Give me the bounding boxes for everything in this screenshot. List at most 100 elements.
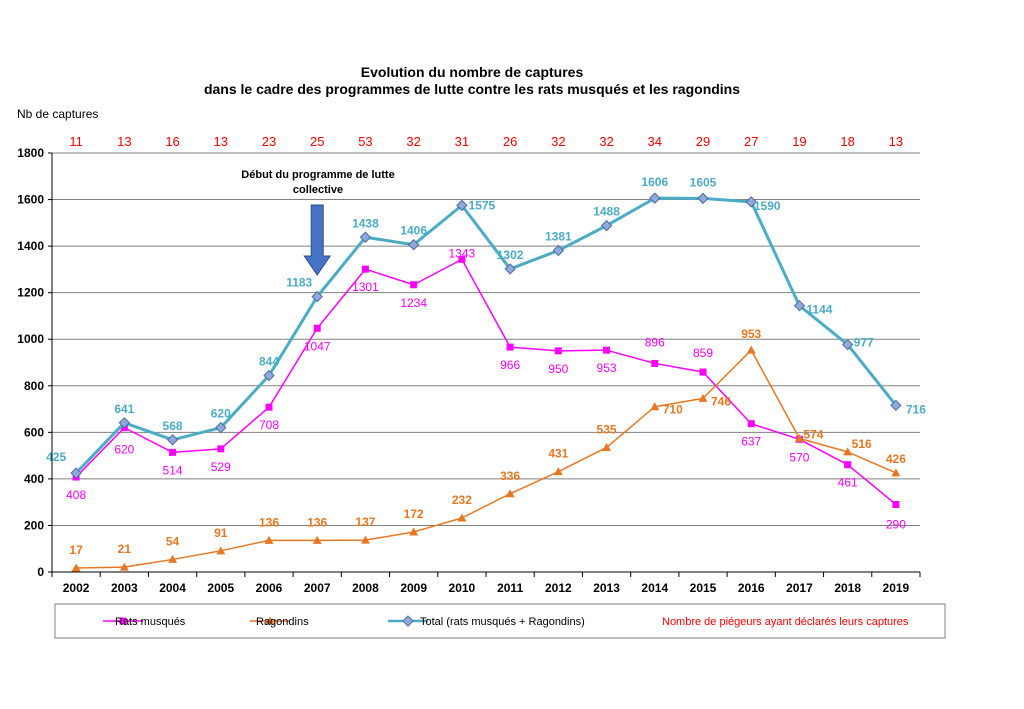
data-label: 514 (163, 463, 183, 477)
x-tick-label: 2012 (545, 581, 572, 595)
data-label: 1605 (690, 175, 717, 189)
data-point (71, 563, 81, 572)
data-label: 408 (66, 488, 86, 502)
data-label: 426 (886, 452, 906, 466)
x-tick-label: 2014 (641, 581, 668, 595)
data-label: 290 (886, 517, 906, 531)
trapper-count: 11 (69, 134, 83, 149)
x-tick-label: 2003 (111, 581, 138, 595)
trapper-count: 19 (792, 134, 806, 149)
data-point (794, 433, 804, 442)
legend-marker (265, 616, 275, 625)
data-point (313, 324, 321, 332)
legend-marker (402, 615, 414, 627)
data-label: 54 (166, 534, 180, 548)
data-label: 136 (307, 515, 327, 529)
data-point (891, 468, 901, 477)
data-label: 516 (852, 437, 872, 451)
data-point (119, 562, 129, 571)
data-label: 953 (741, 327, 761, 341)
data-point (215, 421, 227, 434)
data-label: 896 (645, 335, 665, 349)
legend-entry: Total (rats musqués + Ragondins) (388, 615, 585, 628)
legend-marker (119, 617, 127, 625)
data-label: 461 (838, 476, 858, 490)
data-label: 1144 (806, 303, 832, 317)
series-line (76, 349, 897, 569)
y-tick-label: 1800 (17, 146, 44, 160)
y-tick-label: 1600 (17, 193, 44, 207)
axes: 0 200 400 600 800 1000 1200 1400 1600 1800 2002 200… (17, 146, 921, 595)
data-label: 1047 (304, 339, 331, 353)
data-label: 425 (46, 450, 66, 464)
data-label: 641 (114, 402, 134, 416)
x-tick-label: 2010 (449, 581, 476, 595)
data-label: 172 (404, 507, 424, 521)
trapper-count: 34 (648, 134, 662, 149)
data-label: 1606 (641, 175, 668, 189)
annotation: Début du programme de lutte collective (241, 169, 395, 276)
legend-box (54, 603, 946, 639)
trapper-count: 31 (455, 134, 469, 149)
data-label: 950 (548, 362, 568, 376)
data-point (745, 196, 757, 208)
data-label: 529 (211, 460, 231, 474)
legend: Rats musqués Ragondins Total (rats musqués… (54, 603, 946, 639)
data-point (697, 192, 709, 205)
x-tick-label: 2008 (352, 581, 379, 595)
data-point (552, 244, 565, 257)
chart-title-line2: dans le cadre des programmes de lutte co… (204, 81, 740, 97)
data-point (504, 263, 516, 275)
legend-entry: Ragondins (250, 616, 309, 628)
data-label: 708 (259, 418, 279, 432)
data-point (118, 417, 131, 429)
data-label: 716 (906, 402, 926, 416)
data-point (216, 546, 226, 555)
y-tick-label: 400 (24, 472, 44, 486)
data-point (892, 500, 900, 508)
trapper-counts: 11 13 16 13 23 25 53 32 31 26 32 32 34 29 27 19 18 13 (69, 134, 903, 149)
data-label: 1438 (352, 216, 379, 230)
data-label: 570 (789, 450, 809, 464)
data-point (409, 527, 419, 536)
data-point (217, 445, 225, 453)
x-tick-label: 2006 (256, 581, 283, 595)
x-tick-label: 2005 (207, 581, 234, 595)
series-3: 425 641 568 620 844 1183 1438 1406 1575 1302 1381 1… (46, 175, 926, 479)
data-label: 574 (803, 427, 823, 441)
x-tick-label: 2019 (883, 581, 910, 595)
legend-trapper-label: Nombre de piégeurs ayant déclarés leurs … (662, 616, 909, 628)
x-tick-label: 2004 (159, 581, 186, 595)
y-tick-label: 200 (24, 518, 44, 532)
series-2: 17 21 54 91 136 136 137 172 232 336 431 535 710 746 95… (69, 327, 906, 572)
trapper-count: 27 (744, 134, 758, 149)
data-label: 1301 (352, 280, 379, 294)
data-point (311, 290, 323, 303)
data-label: 1488 (593, 205, 620, 219)
trapper-count: 32 (599, 134, 613, 149)
trapper-count: 18 (840, 134, 854, 149)
y-tick-label: 600 (24, 425, 44, 439)
data-label: 1590 (754, 199, 781, 213)
data-label: 21 (118, 542, 132, 556)
data-point (166, 434, 179, 446)
data-label: 1343 (449, 246, 476, 260)
y-tick-label: 1000 (17, 332, 44, 346)
legend-label: Rats musqués (115, 616, 186, 628)
data-point (793, 299, 806, 312)
y-tick-label: 1200 (17, 286, 44, 300)
data-label: 746 (711, 394, 731, 408)
series-line (75, 258, 897, 506)
trapper-count: 13 (889, 134, 903, 149)
trapper-count: 32 (551, 134, 565, 149)
data-point (506, 343, 514, 351)
data-label: 1183 (286, 276, 312, 290)
data-point (844, 461, 852, 469)
x-tick-label: 2002 (63, 581, 90, 595)
data-point (168, 554, 178, 563)
x-tick-label: 2017 (786, 581, 813, 595)
trapper-count: 32 (406, 134, 420, 149)
data-label: 1575 (469, 198, 496, 212)
annotation-arrow (303, 204, 332, 276)
x-tick-label: 2009 (400, 581, 427, 595)
